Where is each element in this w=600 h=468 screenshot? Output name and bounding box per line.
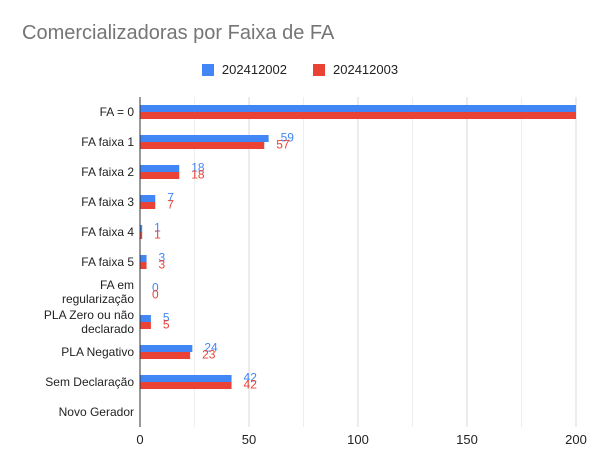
y-category-label: declarado	[81, 322, 134, 336]
y-category-label: Novo Gerador	[59, 405, 134, 419]
x-tick-label-50: 50	[242, 432, 256, 447]
bar-series-1-4	[140, 225, 143, 232]
bar-series-1-3	[140, 195, 156, 202]
data-label-series-2-3: 7	[167, 198, 174, 212]
y-category-label: FA faixa 5	[81, 255, 134, 269]
bar-series-2-5	[140, 262, 147, 269]
legend-item-series-2[interactable]: 202412003	[313, 62, 398, 77]
bar-series-2-8	[140, 352, 191, 359]
data-label-series-2-8: 23	[202, 348, 216, 362]
data-label-series-2-2: 18	[191, 168, 205, 182]
data-label-series-1-2: 18	[191, 161, 205, 175]
bar-series-2-0	[140, 112, 576, 119]
bar-series-1-0	[140, 105, 576, 112]
y-category-label: Sem Declaração	[45, 375, 134, 389]
data-label-series-2-9: 42	[244, 378, 258, 392]
data-label-series-2-5: 3	[159, 258, 166, 272]
legend-label-series-2: 202412003	[333, 62, 399, 77]
y-category-label: FA faixa 4	[81, 225, 134, 239]
bar-series-1-9	[140, 375, 232, 382]
legend-swatch-series-1	[201, 63, 214, 76]
data-label-series-1-1: 59	[281, 131, 295, 145]
data-label-series-2-7: 5	[163, 318, 170, 332]
y-category-label: FA = 0	[100, 105, 135, 119]
y-category-label: PLA Negativo	[61, 345, 134, 359]
data-label-series-1-9: 42	[244, 371, 258, 385]
x-tick-label-100: 100	[347, 432, 369, 447]
chart-title: Comercializadoras por Faixa de FA	[22, 22, 335, 44]
data-label-series-1-8: 24	[204, 341, 218, 355]
data-label-series-1-5: 3	[159, 251, 166, 265]
y-category-label: FA em	[100, 278, 134, 292]
data-label-series-2-4: 1	[154, 228, 161, 242]
bar-series-2-2	[140, 172, 180, 179]
data-label-series-2-1: 57	[276, 138, 290, 152]
bar-series-2-9	[140, 382, 232, 389]
bar-series-2-1	[140, 142, 265, 149]
bar-series-1-1	[140, 135, 269, 142]
y-category-label: FA faixa 2	[81, 165, 134, 179]
x-tick-label-200: 200	[565, 432, 587, 447]
y-category-label: FA faixa 1	[81, 135, 134, 149]
bar-series-1-2	[140, 165, 180, 172]
bar-series-2-3	[140, 202, 156, 209]
legend: 202412002 202412003	[0, 62, 600, 77]
legend-label-series-1: 202412002	[221, 62, 287, 77]
legend-swatch-series-2	[313, 63, 325, 76]
y-category-label: FA faixa 3	[81, 195, 134, 209]
y-category-label: regularização	[62, 292, 134, 306]
x-tick-label-150: 150	[456, 432, 478, 447]
data-label-series-1-4: 1	[154, 221, 161, 235]
y-category-label: PLA Zero ou não	[44, 308, 134, 322]
legend-item-series-1[interactable]: 202412002	[201, 62, 287, 77]
data-label-series-1-3: 7	[167, 191, 174, 205]
bar-series-1-8	[140, 345, 193, 352]
x-tick-label-0: 0	[136, 432, 143, 447]
bar-series-1-7	[140, 315, 151, 322]
bar-series-2-4	[140, 232, 143, 239]
data-label-series-1-6: 0	[152, 281, 159, 295]
data-label-series-1-7: 5	[163, 311, 170, 325]
data-label-series-2-6: 0	[152, 288, 159, 302]
bar-series-1-5	[140, 255, 147, 262]
bar-series-2-7	[140, 322, 151, 329]
